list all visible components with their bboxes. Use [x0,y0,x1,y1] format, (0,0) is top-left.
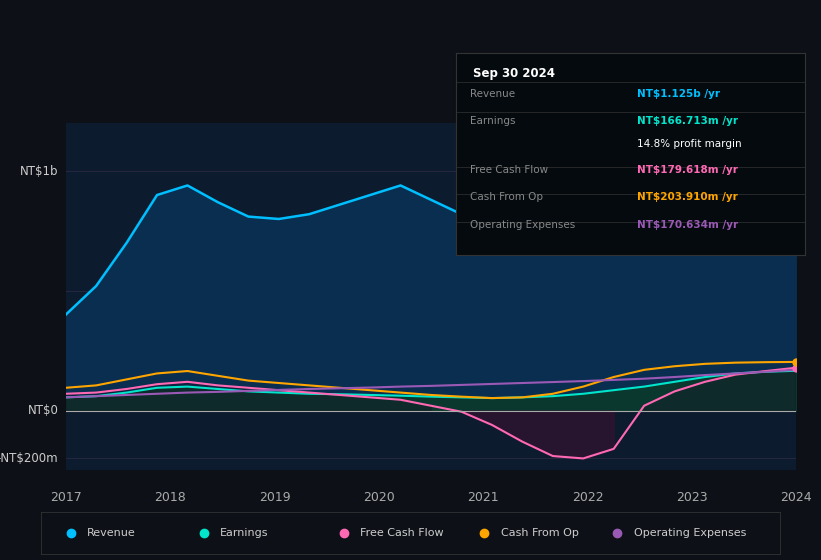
Text: 14.8% profit margin: 14.8% profit margin [637,139,741,149]
Text: Operating Expenses: Operating Expenses [634,529,746,538]
Text: 2018: 2018 [154,491,186,504]
Text: 2023: 2023 [677,491,708,504]
Text: NT$0: NT$0 [27,404,58,417]
Text: Sep 30 2024: Sep 30 2024 [473,67,555,80]
Text: NT$166.713m /yr: NT$166.713m /yr [637,116,738,125]
Text: NT$1b: NT$1b [20,165,58,178]
Text: Cash From Op: Cash From Op [470,192,543,202]
Text: Free Cash Flow: Free Cash Flow [470,165,548,175]
Text: NT$179.618m /yr: NT$179.618m /yr [637,165,738,175]
Text: Free Cash Flow: Free Cash Flow [360,529,444,538]
Text: 2020: 2020 [363,491,395,504]
Text: 2024: 2024 [781,491,812,504]
Text: -NT$200m: -NT$200m [0,452,58,465]
Text: 2022: 2022 [571,491,603,504]
Text: NT$203.910m /yr: NT$203.910m /yr [637,192,738,202]
Text: NT$170.634m /yr: NT$170.634m /yr [637,220,738,230]
Text: Cash From Op: Cash From Op [501,529,579,538]
Text: 2019: 2019 [259,491,291,504]
Text: 2017: 2017 [50,491,81,504]
Text: Earnings: Earnings [220,529,268,538]
Text: Operating Expenses: Operating Expenses [470,220,575,230]
Text: 2021: 2021 [467,491,499,504]
Text: Revenue: Revenue [470,90,515,100]
Text: Revenue: Revenue [87,529,135,538]
Text: NT$1.125b /yr: NT$1.125b /yr [637,90,720,100]
Text: Earnings: Earnings [470,116,515,125]
